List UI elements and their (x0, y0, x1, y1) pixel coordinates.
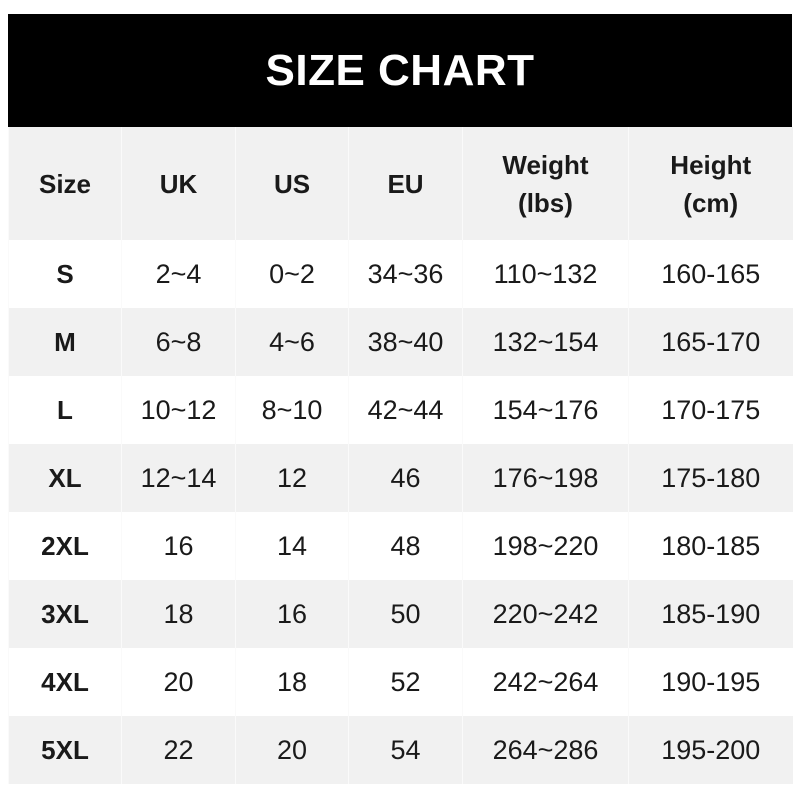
column-header-height: Height (cm) (628, 127, 793, 240)
table-cell: 22 (121, 716, 236, 784)
table-cell: 4~6 (235, 308, 349, 376)
table-cell: 170-175 (628, 376, 793, 444)
size-label-cell: 5XL (8, 716, 122, 784)
table-cell: 54 (348, 716, 463, 784)
table-cell: 38~40 (348, 308, 463, 376)
size-label-cell: M (8, 308, 122, 376)
table-cell: 12~14 (121, 444, 236, 512)
column-header-unit: (cm) (683, 187, 739, 218)
table-cell: 132~154 (462, 308, 629, 376)
table-cell: 195-200 (628, 716, 793, 784)
column-header-uk: UK (121, 127, 236, 240)
header-row: Size UK US EU Weight (lbs) Height (cm) (8, 127, 793, 240)
table-row: 3XL 18 16 50 220~242 185-190 (8, 580, 793, 648)
column-header-unit: (lbs) (518, 187, 573, 218)
column-header-us: US (235, 127, 349, 240)
table-cell: 220~242 (462, 580, 629, 648)
table-cell: 198~220 (462, 512, 629, 580)
table-cell: 110~132 (462, 240, 629, 308)
table-cell: 175-180 (628, 444, 793, 512)
table-row: L 10~12 8~10 42~44 154~176 170-175 (8, 376, 793, 444)
table-row: S 2~4 0~2 34~36 110~132 160-165 (8, 240, 793, 308)
table-cell: 52 (348, 648, 463, 716)
table-cell: 10~12 (121, 376, 236, 444)
column-header-size: Size (8, 127, 122, 240)
table-cell: 0~2 (235, 240, 349, 308)
table-cell: 180-185 (628, 512, 793, 580)
table-cell: 6~8 (121, 308, 236, 376)
table-cell: 34~36 (348, 240, 463, 308)
table-cell: 48 (348, 512, 463, 580)
column-header-label: US (273, 168, 311, 199)
column-header-label: Size (38, 168, 92, 199)
table-cell: 2~4 (121, 240, 236, 308)
size-label-cell: 4XL (8, 648, 122, 716)
table-row: M 6~8 4~6 38~40 132~154 165-170 (8, 308, 793, 376)
table-cell: 18 (121, 580, 236, 648)
table-row: 5XL 22 20 54 264~286 195-200 (8, 716, 793, 784)
size-chart-title: SIZE CHART (8, 14, 792, 127)
table-cell: 12 (235, 444, 349, 512)
table-cell: 160-165 (628, 240, 793, 308)
table-cell: 165-170 (628, 308, 793, 376)
table-cell: 264~286 (462, 716, 629, 784)
table-cell: 242~264 (462, 648, 629, 716)
table-cell: 16 (235, 580, 349, 648)
size-label-cell: 3XL (8, 580, 122, 648)
table-cell: 16 (121, 512, 236, 580)
column-header-label: Weight (502, 149, 589, 180)
column-header-weight: Weight (lbs) (462, 127, 629, 240)
table-cell: 190-195 (628, 648, 793, 716)
table-cell: 185-190 (628, 580, 793, 648)
table-row: 4XL 20 18 52 242~264 190-195 (8, 648, 793, 716)
size-label-cell: L (8, 376, 122, 444)
table-row: XL 12~14 12 46 176~198 175-180 (8, 444, 793, 512)
table-cell: 20 (121, 648, 236, 716)
table-cell: 14 (235, 512, 349, 580)
size-chart-table: Size UK US EU Weight (lbs) Height (cm) S 2~4 0~2 3… (8, 127, 793, 784)
column-header-label: UK (159, 168, 198, 199)
column-header-label: EU (387, 168, 424, 199)
table-cell: 176~198 (462, 444, 629, 512)
size-label-cell: 2XL (8, 512, 122, 580)
table-cell: 8~10 (235, 376, 349, 444)
table-cell: 46 (348, 444, 463, 512)
table-row: 2XL 16 14 48 198~220 180-185 (8, 512, 793, 580)
table-cell: 50 (348, 580, 463, 648)
table-cell: 20 (235, 716, 349, 784)
table-cell: 154~176 (462, 376, 629, 444)
table-cell: 42~44 (348, 376, 463, 444)
size-label-cell: XL (8, 444, 122, 512)
size-label-cell: S (8, 240, 122, 308)
column-header-eu: EU (348, 127, 463, 240)
column-header-label: Height (670, 149, 752, 180)
table-cell: 18 (235, 648, 349, 716)
table-body: S 2~4 0~2 34~36 110~132 160-165 M 6~8 4~6 38~40 13… (8, 240, 793, 784)
